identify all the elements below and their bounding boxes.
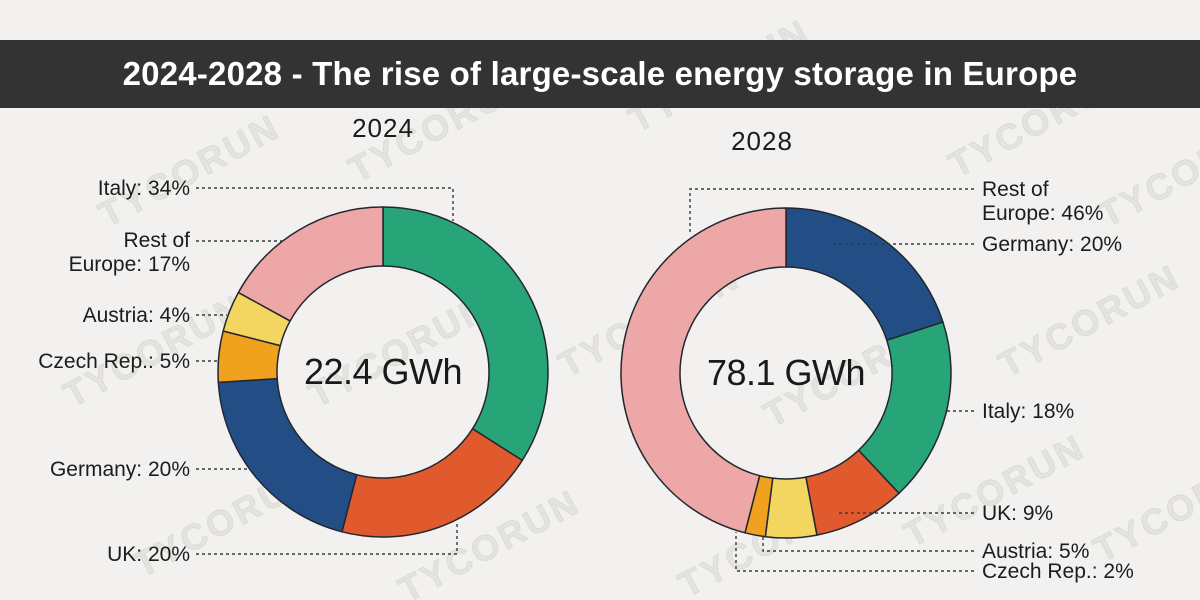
leader-2028-rest-of-europe [689, 188, 974, 233]
slice-2024-germany [217, 377, 358, 533]
center-total-2028: 78.1 GWh [706, 352, 866, 393]
label-2028-italy: Italy: 18% [982, 400, 1075, 423]
leader-2028-austria [762, 537, 974, 552]
label-2024-czech: Czech Rep.: 5% [38, 350, 190, 373]
slice-2024-rest-of-europe [237, 206, 384, 322]
label-2028-czech: Czech Rep.: 2% [982, 560, 1134, 583]
leader-2024-italy [196, 187, 454, 221]
label-2028-rest-of-europe: Rest of Europe: 46% [982, 178, 1104, 225]
slice-2028-germany [785, 207, 944, 341]
center-total-2024: 22.4 GWh [303, 351, 463, 392]
chart-title-2028: 2028 [731, 126, 793, 156]
label-2024-uk: UK: 20% [107, 543, 190, 566]
page-title: 2024-2028 - The rise of large-scale ener… [122, 55, 1078, 92]
label-2028-germany: Germany: 20% [982, 233, 1123, 256]
leader-lines [196, 187, 974, 572]
donut-2024 [217, 206, 549, 538]
label-2028-austria: Austria: 5% [982, 540, 1090, 563]
slice-2024-uk [341, 428, 524, 538]
leader-2028-czech [735, 532, 974, 572]
slice-2028-rest-of-europe [620, 207, 787, 534]
slice-2024-italy [382, 206, 549, 462]
chart-title-2024: 2024 [352, 113, 414, 143]
label-2028-uk: UK: 9% [982, 502, 1054, 525]
label-2024-austria: Austria: 4% [82, 304, 190, 327]
leader-2024-uk [196, 521, 458, 555]
header-bar: 2024-2028 - The rise of large-scale ener… [0, 40, 1200, 108]
donut-2028 [620, 207, 952, 539]
label-2024-italy: Italy: 34% [97, 177, 190, 200]
label-2024-rest-of-europe: Rest of Europe: 17% [68, 229, 190, 276]
label-2024-germany: Germany: 20% [49, 458, 190, 481]
